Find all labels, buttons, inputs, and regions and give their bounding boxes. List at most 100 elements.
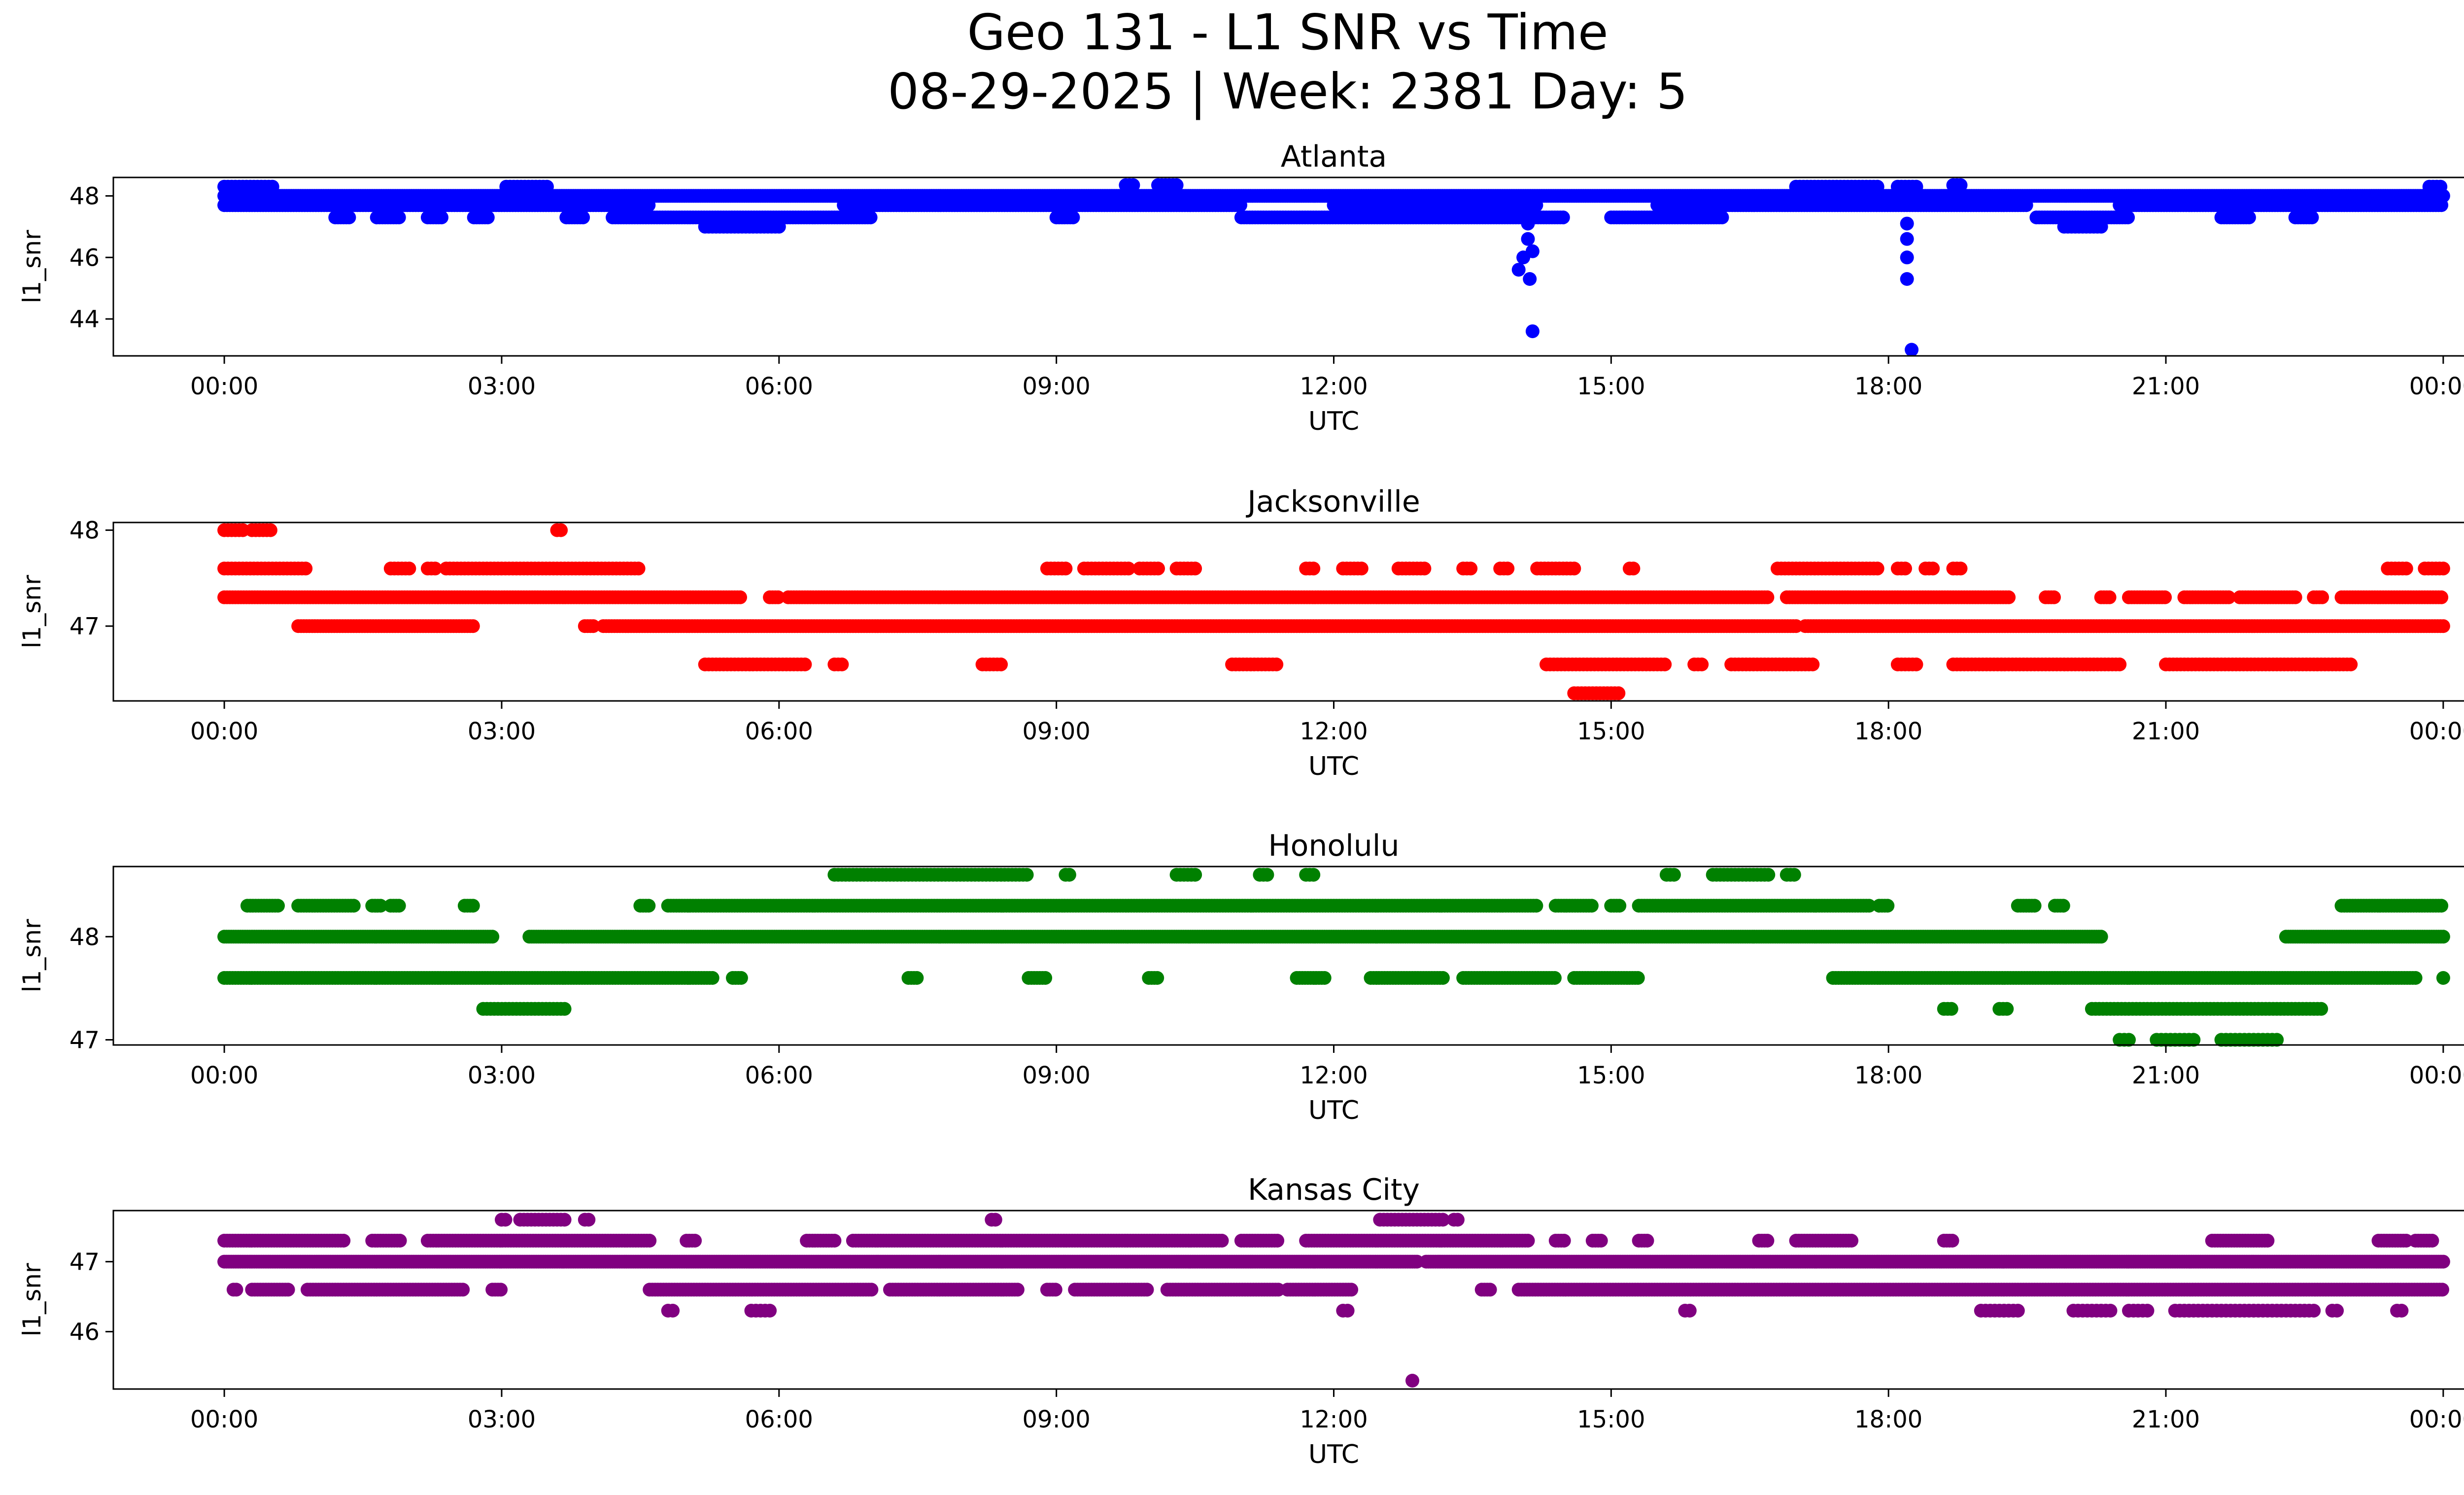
data-point [392,210,406,225]
y-tick-label: 46 [69,244,100,272]
data-point [1417,561,1432,576]
data-point [1658,658,1672,671]
data-point [1188,561,1202,576]
scatter-points [217,868,2450,1047]
y-tick-label: 48 [69,517,100,545]
x-tick-label: 12:00 [1300,373,1368,400]
x-tick-label: 03:00 [468,718,536,745]
data-point [798,658,812,671]
data-point [1525,324,1540,339]
data-point [346,899,361,913]
data-point [466,899,480,913]
data-point [1953,561,1968,576]
data-point [435,210,448,225]
data-point [2436,619,2450,633]
data-point [2047,590,2061,604]
scatter-points [217,178,2450,357]
data-point [1354,561,1369,576]
data-point [1898,561,1912,576]
data-point [554,523,568,537]
data-point [835,658,849,671]
y-axis-label: l1_snr [18,230,46,303]
data-point [1169,178,1184,192]
data-point [1020,868,1034,882]
x-axis-label: UTC [1308,407,1359,436]
data-point [1900,250,1914,265]
data-point [466,619,480,633]
data-point [1122,561,1135,576]
data-point [2344,658,2358,671]
x-tick-label: 18:00 [1854,373,1922,400]
data-point [631,561,646,576]
data-point [2436,561,2450,576]
data-point [1715,210,1729,225]
data-point [342,210,356,225]
data-point [1806,658,1820,671]
x-tick-label: 09:00 [1022,373,1090,400]
x-tick-label: 21:00 [2132,718,2200,745]
data-point [642,198,656,212]
data-point [1521,216,1535,231]
data-point [1926,561,1940,576]
data-point [2399,561,2413,576]
y-tick-label: 48 [69,182,100,210]
x-tick-label: 15:00 [1577,373,1645,400]
data-point [2434,899,2449,913]
data-point [1900,272,1914,286]
data-point [299,561,313,576]
data-point [402,561,416,576]
axes-frame [112,522,2464,702]
data-point [1900,216,1914,231]
data-point [1881,899,1895,913]
data-point [2158,590,2172,604]
data-point [1501,561,1515,576]
figure-title-line2: 08-29-2025 | Week: 2381 Day: 5 [888,63,1687,120]
data-point [1260,868,1274,882]
x-tick-label: 00:00 [2409,373,2464,400]
x-tick-label: 00:00 [190,373,258,400]
data-point [771,590,785,604]
data-point [733,590,747,604]
x-tick-label: 18:00 [1854,718,1922,745]
x-tick-label: 06:00 [745,373,813,400]
data-point [1523,272,1537,286]
data-point [428,561,442,576]
data-point [1626,561,1641,576]
data-point [2056,899,2070,913]
data-point [1306,561,1321,576]
data-point [1953,178,1968,192]
data-point [1066,210,1080,225]
data-point [1556,210,1570,225]
data-point [2288,590,2302,604]
data-point [1059,561,1073,576]
subplot-title: Honolulu [1268,829,1400,863]
data-point [2121,210,2135,225]
data-point [1306,868,1321,882]
data-point [1787,868,1801,882]
data-point [1529,899,1543,913]
data-point [1188,868,1202,882]
data-point [2242,210,2256,225]
data-point [1521,232,1535,246]
data-point [2305,210,2319,225]
data-point [480,210,495,225]
data-point [2002,590,2016,604]
data-point [1269,658,1284,671]
scatter-points [217,523,2450,700]
data-point [994,658,1008,671]
data-point [1529,198,1543,212]
data-point [1611,686,1626,700]
y-tick-label: 44 [69,306,100,333]
data-point [1464,561,1478,576]
data-point [1905,343,1919,357]
subplot-title: Jacksonville [1245,485,1420,519]
data-point [2019,198,2033,212]
data-point [1900,232,1914,246]
x-tick-label: 03:00 [468,373,536,400]
y-axis-label: l1_snr [18,575,46,648]
